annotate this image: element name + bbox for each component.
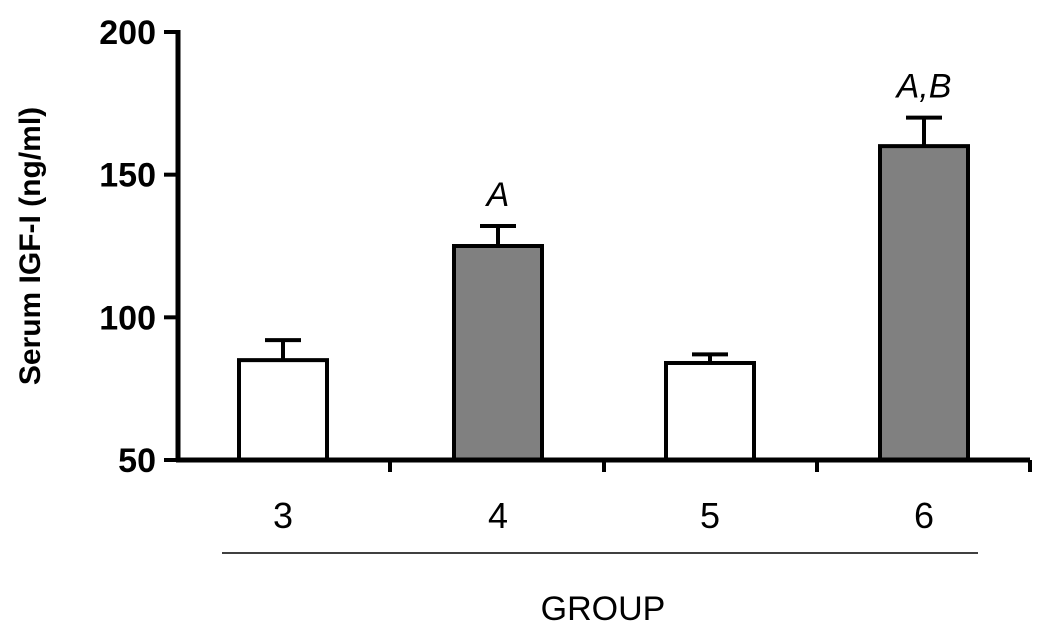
- y-tick-label-150: 150: [99, 157, 156, 195]
- y-tick-label-200: 200: [99, 14, 156, 52]
- bar-group-5: [664, 360, 756, 462]
- y-axis-title: Serum IGF-I (ng/ml): [14, 107, 47, 385]
- y-tick-label-100: 100: [99, 299, 156, 337]
- bar-group-4: [452, 244, 544, 462]
- error-bars-layer: [265, 115, 942, 363]
- significance-label-4: A: [485, 176, 510, 214]
- bar-group-6: [878, 144, 970, 462]
- x-tick-label-5: 5: [700, 495, 720, 536]
- x-tick-label-3: 3: [273, 495, 293, 536]
- x-tick-label-6: 6: [914, 495, 934, 536]
- x-tick-label-4: 4: [488, 495, 508, 536]
- labels-layer: 50 100 150 200 3 4 5 6 GROUP Serum IGF-I (ng/ml) A…: [14, 14, 951, 628]
- bars-layer: [237, 144, 970, 462]
- axes-layer: [164, 30, 1032, 554]
- x-axis-title: GROUP: [541, 590, 666, 628]
- bar-group-3: [237, 358, 329, 462]
- y-tick-label-50: 50: [118, 442, 156, 480]
- significance-label-6: A,B: [895, 68, 952, 106]
